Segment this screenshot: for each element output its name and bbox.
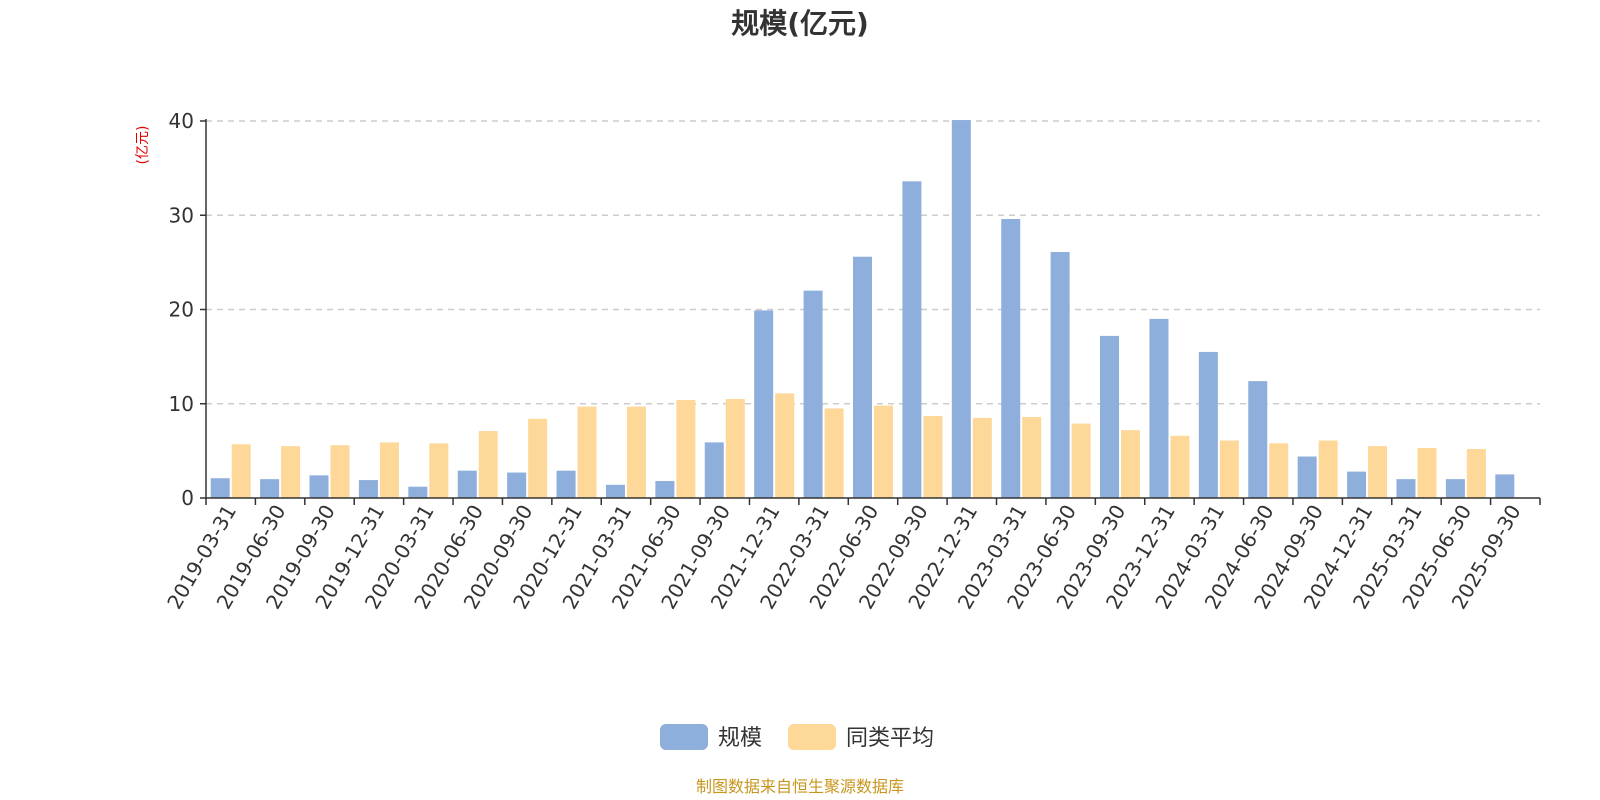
bar-peer-average-2024-03-31[interactable] [1219, 440, 1239, 498]
bar-peer-average-2023-06-30[interactable] [1071, 423, 1091, 498]
bar-peer-average-2024-09-30[interactable] [1318, 440, 1338, 498]
bar-peer-average-2024-12-31[interactable] [1368, 446, 1388, 498]
bar-scale-2021-03-31[interactable] [605, 484, 625, 498]
grid-lines [206, 120, 1540, 405]
bar-scale-2025-06-30[interactable] [1445, 479, 1465, 498]
bar-peer-average-2021-06-30[interactable] [676, 399, 696, 498]
bar-peer-average-2022-03-31[interactable] [824, 408, 844, 498]
bar-scale-2022-03-31[interactable] [803, 290, 823, 498]
bar-scale-2021-09-30[interactable] [704, 442, 724, 498]
bar-peer-average-2019-03-31[interactable] [231, 444, 251, 498]
bar-peer-average-2024-06-30[interactable] [1269, 443, 1289, 498]
legend-item-0[interactable]: 规模 [660, 724, 762, 751]
bar-scale-2023-12-31[interactable] [1149, 318, 1169, 498]
source-note: 制图数据来自恒生聚源数据库 [696, 777, 904, 796]
bar-scale-2020-09-30[interactable] [507, 472, 527, 498]
bars [210, 120, 1515, 499]
bar-peer-average-2019-12-31[interactable] [379, 442, 399, 498]
bar-peer-average-2023-03-31[interactable] [1022, 416, 1042, 498]
bar-scale-2019-03-31[interactable] [210, 478, 230, 498]
bar-scale-2025-03-31[interactable] [1396, 479, 1416, 498]
bar-scale-2019-09-30[interactable] [309, 475, 329, 498]
bar-peer-average-2020-06-30[interactable] [478, 431, 498, 498]
bar-scale-2021-06-30[interactable] [655, 481, 675, 498]
bar-scale-2024-06-30[interactable] [1248, 381, 1268, 498]
bar-scale-2024-09-30[interactable] [1297, 456, 1317, 498]
legend: 规模 同类平均 [660, 724, 934, 751]
bar-scale-2020-12-31[interactable] [556, 470, 576, 498]
y-tick-label-10: 10 [169, 392, 194, 416]
bar-peer-average-2020-12-31[interactable] [577, 406, 597, 498]
bar-peer-average-2022-06-30[interactable] [874, 405, 893, 498]
y-tick-label-40: 40 [169, 109, 194, 133]
bar-scale-2023-09-30[interactable] [1100, 335, 1120, 498]
bar-peer-average-2019-06-30[interactable] [281, 446, 301, 498]
bar-scale-2022-09-30[interactable] [902, 181, 922, 498]
bar-peer-average-2020-09-30[interactable] [528, 418, 548, 498]
bar-scale-2020-03-31[interactable] [408, 486, 428, 498]
bar-peer-average-2020-03-31[interactable] [429, 443, 449, 498]
bar-scale-2025-09-30[interactable] [1495, 474, 1515, 498]
x-tick-labels: 2019-03-312019-06-302019-09-302019-12-31… [162, 501, 1525, 614]
bar-peer-average-2023-12-31[interactable] [1170, 435, 1190, 498]
bar-peer-average-2025-06-30[interactable] [1466, 448, 1486, 498]
y-tick-label-20: 20 [169, 298, 194, 322]
bar-peer-average-2021-12-31[interactable] [775, 393, 795, 498]
legend-swatch-peer-average [788, 724, 836, 750]
y-tick-label-0: 0 [181, 486, 194, 510]
bar-peer-average-2021-03-31[interactable] [626, 406, 646, 498]
y-tick-labels: 0 10 20 30 40 [169, 109, 194, 510]
bar-scale-2023-06-30[interactable] [1050, 252, 1070, 498]
bar-scale-2023-03-31[interactable] [1001, 219, 1021, 498]
bar-peer-average-2025-03-31[interactable] [1417, 448, 1437, 498]
bar-peer-average-2019-09-30[interactable] [330, 445, 350, 498]
bar-scale-2022-12-31[interactable] [951, 120, 971, 499]
bar-scale-2022-06-30[interactable] [853, 256, 872, 498]
bar-scale-2024-12-31[interactable] [1347, 471, 1367, 498]
y-axis-unit-label: (亿元) [135, 126, 151, 165]
bar-peer-average-2022-12-31[interactable] [972, 417, 992, 498]
chart-title: 规模(亿元) [731, 7, 869, 40]
bar-scale-2024-03-31[interactable] [1198, 351, 1218, 498]
bar-peer-average-2022-09-30[interactable] [923, 416, 943, 498]
bar-peer-average-2021-09-30[interactable] [725, 399, 745, 498]
y-tick-label-30: 30 [169, 203, 194, 227]
legend-label-peer-average: 同类平均 [846, 726, 934, 751]
bar-scale-2019-12-31[interactable] [358, 480, 378, 498]
axes [200, 119, 1541, 505]
bar-peer-average-2023-09-30[interactable] [1121, 430, 1141, 498]
legend-item-1[interactable]: 同类平均 [788, 724, 934, 751]
bar-scale-2020-06-30[interactable] [457, 470, 477, 498]
bar-scale-2019-06-30[interactable] [260, 479, 280, 498]
legend-swatch-scale [660, 724, 708, 750]
bar-scale-2021-12-31[interactable] [754, 310, 774, 498]
legend-label-scale: 规模 [718, 726, 762, 751]
